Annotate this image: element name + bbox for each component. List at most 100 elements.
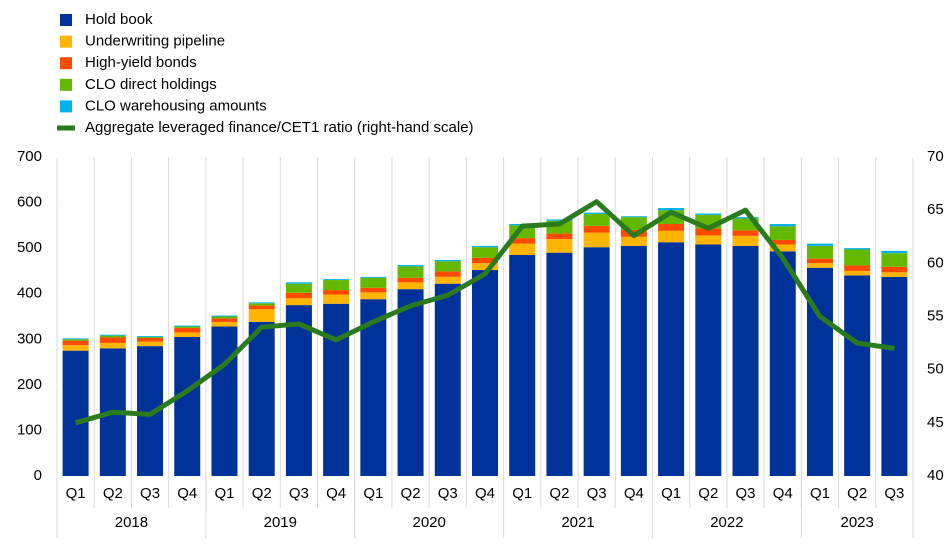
- y2-tick-label: 40: [927, 467, 944, 484]
- bar-segment: [658, 242, 685, 476]
- x-group-label: 2018: [115, 514, 148, 531]
- bar-segment: [248, 303, 275, 306]
- x-tick-label: Q1: [661, 485, 681, 502]
- bar-segment: [248, 309, 275, 322]
- bar-segment: [174, 325, 201, 327]
- bar-segment: [546, 239, 573, 253]
- bar-segment: [434, 271, 461, 277]
- bar-segment: [732, 235, 759, 246]
- x-group-label: 2020: [412, 514, 445, 531]
- bar-segment: [583, 247, 610, 476]
- bar-segment: [844, 265, 871, 271]
- bar-segment: [434, 261, 461, 272]
- bar-segment: [620, 245, 647, 476]
- bar-segment: [472, 270, 498, 476]
- bar-segment: [360, 276, 387, 278]
- bar-segment: [248, 302, 275, 304]
- x-tick-label: Q3: [736, 485, 756, 502]
- bar-segment: [360, 287, 387, 293]
- x-group-label: 2019: [264, 514, 297, 531]
- bar-segment: [732, 218, 759, 231]
- x-tick-label: Q1: [66, 485, 86, 502]
- bar-segment: [658, 230, 685, 243]
- bar-segment: [881, 272, 908, 277]
- bar-segment: [434, 276, 461, 284]
- x-tick-label: Q1: [214, 485, 234, 502]
- bar-segment: [285, 298, 312, 306]
- y2-tick-label: 65: [927, 201, 944, 218]
- bar-segment: [844, 270, 871, 276]
- bar-segment: [99, 334, 126, 336]
- bar-segment: [769, 244, 796, 252]
- x-tick-label: Q3: [884, 485, 904, 502]
- bar-segment: [583, 212, 610, 214]
- bar-segment: [732, 217, 759, 219]
- x-tick-label: Q2: [698, 485, 718, 502]
- bar-segment: [434, 283, 461, 476]
- bar-segment: [323, 294, 350, 304]
- bar-segment: [323, 280, 350, 291]
- bar-segment: [732, 230, 759, 236]
- bar-segment: [137, 341, 164, 347]
- bar-segment: [620, 236, 647, 246]
- bar-segment: [658, 223, 685, 231]
- x-tick-label: Q3: [587, 485, 607, 502]
- bar-segment: [397, 266, 424, 278]
- bar-segment: [695, 244, 722, 476]
- bar-segment: [583, 213, 610, 226]
- x-tick-label: Q4: [773, 485, 793, 502]
- bar-segment: [844, 248, 871, 250]
- bar-segment: [62, 350, 89, 476]
- bar-segment: [62, 340, 89, 346]
- bar-segment: [546, 233, 573, 240]
- bar-segment: [62, 345, 89, 351]
- x-tick-label: Q1: [810, 485, 830, 502]
- x-tick-label: Q3: [438, 485, 458, 502]
- bar-segment: [881, 266, 908, 273]
- bar-segment: [769, 223, 796, 227]
- bar-segment: [137, 336, 164, 338]
- legend-swatch: [60, 57, 72, 70]
- bar-segment: [99, 335, 126, 338]
- bar-segment: [434, 259, 461, 262]
- bar-segment: [174, 327, 201, 333]
- bar-segment: [806, 258, 833, 264]
- legend-swatch: [60, 78, 72, 91]
- bar-segment: [472, 257, 498, 264]
- bar-segment: [806, 245, 833, 259]
- x-tick-label: Q2: [847, 485, 867, 502]
- y2-tick-label: 60: [927, 254, 944, 271]
- bar-segment: [99, 342, 126, 349]
- bar-segment: [285, 292, 312, 299]
- bar-segment: [583, 232, 610, 248]
- bar-segment: [509, 238, 536, 244]
- bar-segment: [211, 326, 238, 476]
- x-group-label: 2023: [840, 514, 873, 531]
- bar-segment: [769, 226, 796, 240]
- legend-swatch: [60, 100, 72, 113]
- bar-segment: [248, 321, 275, 476]
- bar-segment: [137, 337, 164, 342]
- legend-label: CLO warehousing amounts: [85, 97, 267, 114]
- y2-tick-label: 55: [927, 307, 944, 324]
- bar-segment: [695, 235, 722, 245]
- bar-segment: [472, 247, 498, 258]
- y-tick-label: 600: [17, 194, 42, 211]
- y2-tick-label: 70: [927, 148, 944, 165]
- x-tick-label: Q4: [177, 485, 197, 502]
- x-tick-label: Q3: [140, 485, 160, 502]
- bar-segment: [397, 289, 424, 476]
- legend-label: CLO direct holdings: [85, 76, 217, 93]
- legend-label: Aggregate leveraged finance/CET1 ratio (…: [85, 119, 474, 136]
- bar-segment: [695, 228, 722, 236]
- x-tick-label: Q1: [512, 485, 532, 502]
- bar-segment: [285, 283, 312, 293]
- bar-segment: [546, 252, 573, 476]
- bar-segment: [881, 276, 908, 476]
- x-tick-label: Q4: [326, 485, 346, 502]
- legend-label: Hold book: [85, 11, 153, 28]
- bar-segment: [769, 239, 796, 245]
- x-tick-label: Q2: [252, 485, 272, 502]
- bar-segment: [397, 282, 424, 290]
- x-tick-label: Q1: [363, 485, 383, 502]
